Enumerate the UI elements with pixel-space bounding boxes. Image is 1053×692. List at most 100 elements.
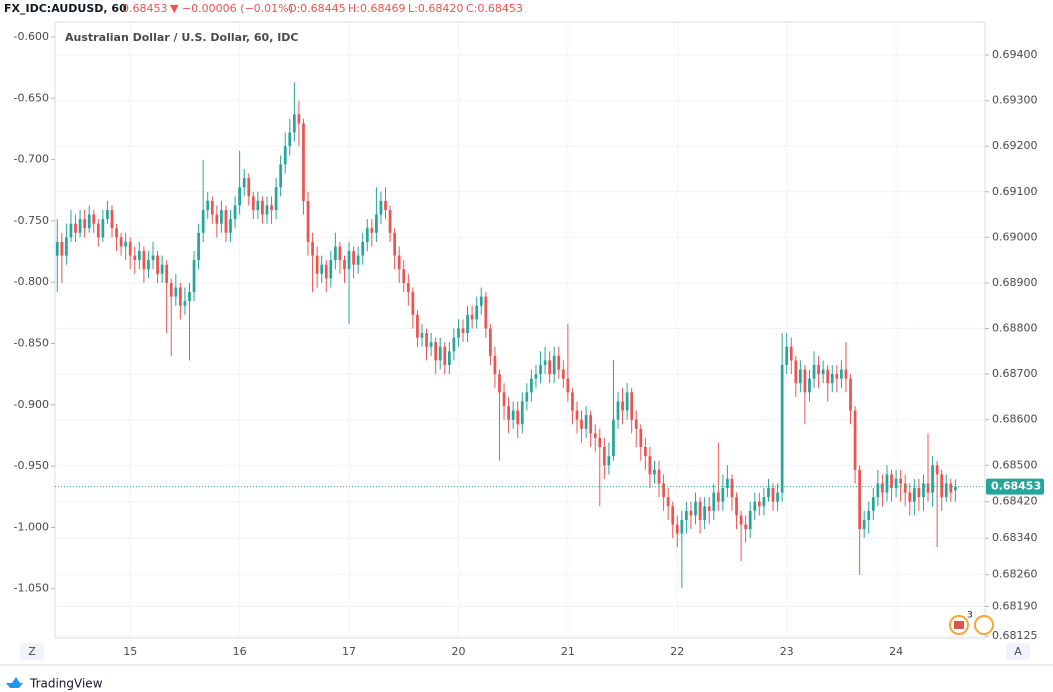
candle-body [785, 346, 789, 365]
candle-body [124, 241, 128, 247]
candle-body [917, 488, 921, 498]
candle-body [580, 419, 583, 429]
candle-body [370, 228, 374, 233]
candle-body [653, 469, 656, 475]
candle-body [297, 114, 301, 124]
candle-body [680, 519, 684, 534]
ohlc-high: H:0.68469 [348, 2, 405, 15]
candle-body [685, 510, 688, 520]
y-tick-label: -0.850 [14, 336, 49, 349]
y2-tick-label: 0.69100 [992, 185, 1038, 198]
candle-body [447, 351, 451, 365]
candle-body [511, 410, 515, 420]
candle-body [502, 392, 506, 407]
z-button[interactable] [20, 643, 44, 660]
z-button-label[interactable]: Z [28, 645, 36, 658]
candle-body [498, 374, 501, 393]
candle-body [142, 251, 146, 270]
candle-body [233, 205, 237, 220]
candle-body [575, 410, 579, 420]
candle-body [55, 241, 59, 256]
candle-body [666, 497, 670, 507]
candle-body [867, 510, 871, 520]
candle-body [853, 410, 857, 470]
candle-body [210, 200, 214, 215]
candle-body [475, 305, 479, 320]
event-badge: 3 [967, 611, 973, 621]
candle-body [470, 314, 474, 320]
candle-body [584, 415, 588, 429]
candle-body [525, 392, 529, 402]
candle-body [429, 342, 433, 347]
plot-frame [54, 21, 986, 639]
y2-tick-label: 0.69400 [992, 48, 1038, 61]
y2-tick-label: 0.69200 [992, 139, 1038, 152]
candle-body [721, 488, 725, 502]
candle-body [128, 241, 132, 256]
candle-body [479, 296, 483, 306]
candle-body [356, 255, 360, 265]
y2-tick-label: 0.68340 [992, 531, 1038, 544]
candle-body [270, 205, 273, 211]
candle-body [639, 428, 643, 448]
candle-body [557, 355, 561, 370]
candle-body [671, 506, 675, 525]
candle-body [922, 483, 925, 498]
y2-tick-label: 0.68600 [992, 413, 1038, 426]
y-tick-label: -0.950 [14, 459, 49, 472]
candle-body [625, 392, 629, 411]
candle-body [944, 483, 948, 498]
candle-body [96, 223, 100, 238]
candle-body [192, 260, 196, 293]
candle-body [799, 369, 802, 384]
candle-body [434, 342, 438, 361]
candle-body [561, 369, 565, 379]
candle-body [881, 483, 884, 493]
candle-body [343, 260, 346, 270]
candle-body [274, 187, 278, 211]
candle-body [251, 196, 255, 211]
last-price-box [986, 478, 1044, 495]
candle-body [489, 328, 492, 356]
candle-body [188, 292, 191, 302]
candle-body [762, 497, 766, 507]
candle-body [69, 223, 73, 238]
candle-body [261, 200, 264, 215]
candle-body [115, 228, 118, 238]
brand: TradingView [29, 677, 103, 691]
candle-body [457, 328, 460, 338]
a-button[interactable] [1006, 643, 1030, 660]
price: 0.68453 [122, 2, 168, 15]
candle-body [539, 364, 542, 375]
candle-body [789, 346, 793, 361]
a-button-label[interactable]: A [1014, 645, 1022, 658]
y-tick-label: -0.800 [14, 275, 49, 288]
candle-body [612, 419, 615, 457]
candle-body [844, 369, 848, 379]
candle-body [602, 447, 606, 466]
ohlc-close: C:0.68453 [466, 2, 523, 15]
candle-body [493, 355, 497, 375]
candle-body [520, 401, 524, 425]
candle-body [443, 346, 447, 365]
candle-body [812, 364, 816, 379]
candle-body [589, 415, 593, 434]
event-icon[interactable] [974, 615, 994, 635]
candle-body [165, 264, 169, 283]
candle-body [890, 474, 893, 489]
candle-body [179, 287, 182, 306]
candle-body [352, 251, 355, 265]
candle-body [662, 483, 665, 498]
candle-body [748, 510, 752, 530]
y2-tick-label: 0.68125 [992, 629, 1038, 642]
chart-title: Australian Dollar / U.S. Dollar, 60, IDC [65, 31, 299, 44]
candle-body [926, 483, 930, 493]
candle-body [256, 200, 260, 211]
ohlc-low: L:0.68420 [408, 2, 463, 15]
candle-body [197, 232, 200, 261]
x-tick-label: 15 [123, 645, 137, 658]
y-tick-label: -0.650 [14, 91, 49, 104]
candle-body [411, 292, 415, 315]
